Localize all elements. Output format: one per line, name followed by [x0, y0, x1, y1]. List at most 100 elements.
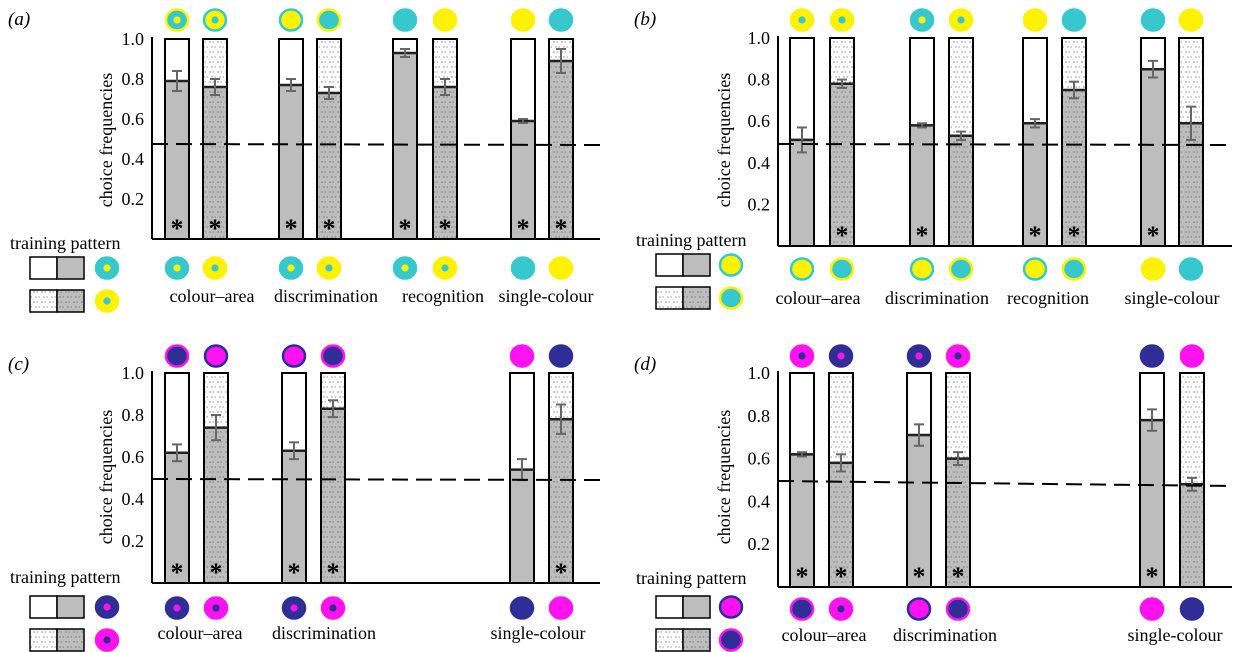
significance-asterisk: * [210, 558, 223, 587]
y-tick-label: 0.6 [748, 111, 771, 131]
bar [164, 451, 190, 584]
significance-asterisk: * [327, 558, 340, 587]
stimulus-bottom [1179, 597, 1205, 621]
stimulus-top-center [837, 352, 845, 360]
bar [909, 124, 935, 247]
stimulus-bottom-center [173, 264, 181, 272]
legend-stimulus [718, 286, 744, 310]
bar [432, 86, 458, 240]
y-tick-label: 0.4 [748, 153, 771, 173]
significance-asterisk: * [1029, 221, 1042, 250]
y-tick-label: 0.4 [122, 489, 145, 509]
stimulus-bottom [945, 597, 971, 621]
legend-swatch-gray [682, 628, 711, 652]
stimulus-top [509, 344, 535, 368]
panel-label: (b) [634, 9, 656, 30]
stimulus-bottom [1140, 257, 1166, 281]
significance-asterisk: * [171, 214, 184, 243]
legend-stimulus-center [103, 603, 111, 611]
significance-asterisk: * [836, 221, 849, 250]
chart-panel-0: (a) choice frequencies 0.2 0.4 0.6 0.8 1.0 * * * *… [8, 8, 601, 313]
stimulus-top [203, 344, 229, 368]
stimulus-bottom [1061, 257, 1087, 281]
legend-swatch-gray [56, 289, 85, 313]
y-axis-label: choice frequencies [714, 410, 734, 544]
bar [548, 60, 574, 240]
stimulus-bottom-center [329, 604, 337, 612]
chart-panel-1: (b) choice frequencies 0.2 0.4 0.6 0.8 1.0 * * * *… [634, 8, 1233, 310]
group-label: recognition [1007, 288, 1089, 308]
stimulus-bottom [509, 596, 535, 620]
y-tick-label: 1.0 [122, 363, 145, 383]
chart-panel-3: (d) choice frequencies 0.2 0.4 0.6 0.8 1.0 * * * *… [634, 344, 1233, 652]
stimulus-bottom [1139, 597, 1165, 621]
legend-swatch-white [655, 286, 684, 310]
legend-swatch-gray [56, 256, 85, 280]
group-label: colour–area [170, 286, 255, 306]
panel-label: (d) [634, 354, 656, 375]
stimulus-bottom-center [173, 604, 181, 612]
legend-swatch-gray [682, 286, 711, 310]
y-axis-label: choice frequencies [96, 73, 116, 207]
bar [1179, 483, 1205, 588]
stimulus-bottom [548, 256, 574, 280]
stimulus-top [510, 8, 536, 32]
group-label: single-colour [1128, 625, 1223, 645]
stimulus-bottom-center [287, 264, 295, 272]
legend-stimulus-center [103, 264, 111, 272]
group-label: colour–area [776, 288, 861, 308]
stimulus-top [320, 344, 346, 368]
stimulus-bottom-center [212, 604, 220, 612]
bar [1139, 419, 1165, 588]
stimulus-top [316, 8, 342, 32]
bar [320, 407, 346, 585]
y-tick-label: 0.2 [122, 531, 145, 551]
legend-stimulus-center [103, 297, 111, 305]
bar [1178, 122, 1204, 247]
significance-asterisk: * [555, 214, 568, 243]
significance-asterisk: * [323, 214, 336, 243]
y-tick-label: 0.6 [748, 449, 771, 469]
chance-line [151, 143, 601, 146]
y-tick-label: 0.2 [748, 194, 771, 214]
y-tick-label: 0.2 [748, 534, 771, 554]
stimulus-bottom [1022, 257, 1048, 281]
y-tick-label: 0.8 [748, 406, 771, 426]
y-tick-label: 1.0 [748, 28, 771, 48]
stimulus-bottom-center [441, 264, 449, 272]
legend-stimulus-center [103, 636, 111, 644]
group-label: single-colour [1125, 288, 1220, 308]
bar [828, 461, 854, 589]
y-tick-label: 1.0 [748, 363, 771, 383]
significance-asterisk: * [288, 558, 301, 587]
legend-swatch-gray [56, 628, 85, 652]
significance-asterisk: * [555, 558, 568, 587]
y-tick-label: 0.6 [122, 447, 145, 467]
stimulus-bottom-center [290, 604, 298, 612]
stimulus-top-center [918, 16, 926, 24]
stimulus-bottom [948, 257, 974, 281]
y-tick-label: 0.8 [122, 69, 145, 89]
stimulus-top-center [957, 16, 965, 24]
stimulus-bottom-center [837, 605, 845, 613]
stimulus-top-center [798, 16, 806, 24]
bar [278, 84, 304, 240]
legend-swatch-white [29, 256, 58, 280]
stimulus-top [432, 8, 458, 32]
stimulus-bottom [548, 596, 574, 620]
significance-asterisk: * [913, 562, 926, 591]
stimulus-top-center [838, 16, 846, 24]
training-pattern-label: training pattern [10, 233, 120, 253]
chance-line [151, 478, 601, 481]
stimulus-bottom [829, 257, 855, 281]
stimulus-top [278, 8, 304, 32]
group-label: discrimination [274, 286, 378, 306]
group-label: colour–area [782, 625, 867, 645]
significance-asterisk: * [916, 221, 929, 250]
significance-asterisk: * [1068, 221, 1081, 250]
legend-swatch-gray [682, 253, 711, 277]
y-tick-label: 0.8 [748, 70, 771, 90]
stimulus-bottom [906, 597, 932, 621]
stimulus-top [1061, 8, 1087, 32]
legend-swatch-white [655, 595, 684, 619]
